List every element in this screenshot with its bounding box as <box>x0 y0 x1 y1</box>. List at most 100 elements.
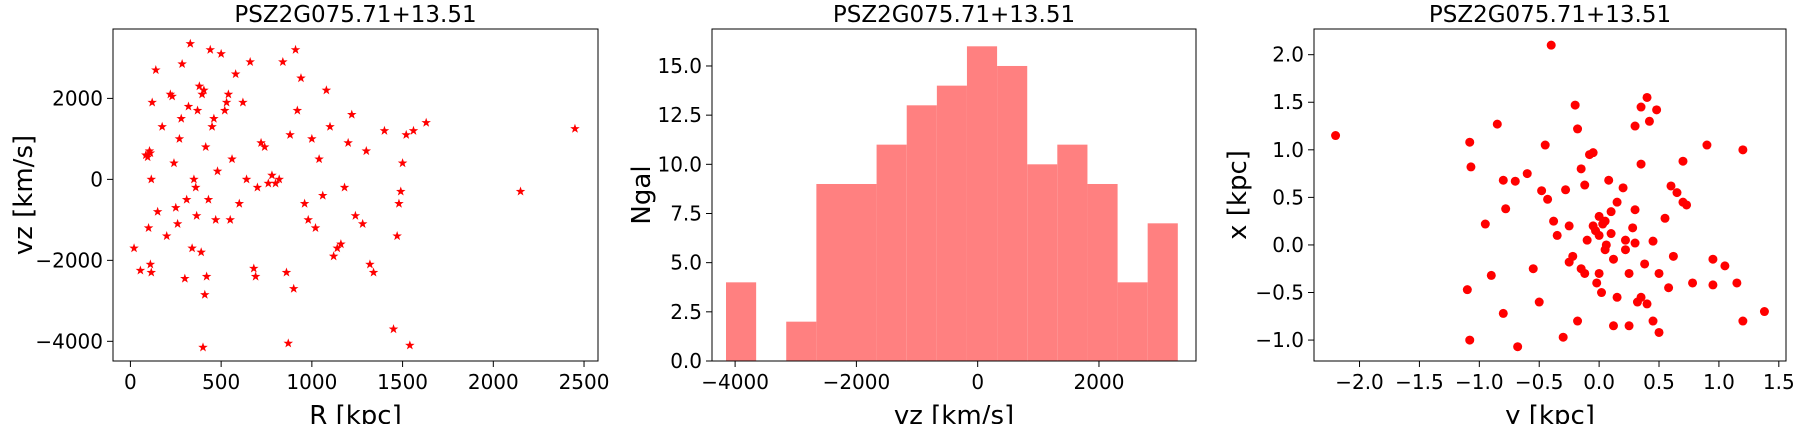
star-point <box>256 137 266 147</box>
star-point <box>176 113 186 123</box>
point <box>1492 119 1502 129</box>
point <box>1708 280 1718 290</box>
star-point <box>249 263 259 273</box>
point <box>1510 176 1520 186</box>
point <box>1636 102 1646 112</box>
star-point <box>190 182 201 192</box>
point <box>1668 251 1678 261</box>
star-point <box>250 271 261 281</box>
star-point <box>187 243 197 253</box>
axes-frame <box>1313 28 1787 362</box>
star-point <box>225 214 235 224</box>
star-point <box>357 218 368 228</box>
point <box>1580 268 1590 278</box>
x-tick-label: −0.5 <box>1515 370 1564 394</box>
star-point <box>350 210 361 220</box>
x-tick-label: 0.5 <box>1643 370 1675 394</box>
x-tick-label: 0 <box>971 370 984 394</box>
star-point <box>129 243 139 253</box>
point <box>1528 264 1538 274</box>
bar <box>846 183 877 361</box>
point <box>1546 40 1556 50</box>
star-point <box>185 38 196 48</box>
star-point <box>172 218 183 228</box>
star-point <box>397 158 408 168</box>
star-point <box>147 97 157 107</box>
point <box>1648 316 1658 326</box>
x-tick-label: 0.0 <box>1583 370 1615 394</box>
y-tick-label: 5.0 <box>670 251 702 275</box>
star-point <box>144 146 155 156</box>
axes-frame <box>112 28 599 362</box>
star-point <box>290 44 301 54</box>
point <box>1640 259 1650 269</box>
point <box>1573 316 1583 326</box>
star-point <box>191 210 202 220</box>
y-tick-label: 0.0 <box>1272 233 1304 257</box>
bar <box>1087 183 1118 361</box>
point <box>1465 335 1475 345</box>
chart-title: PSZ2G075.71+13.51 <box>1429 2 1671 28</box>
point <box>1608 321 1618 331</box>
x-tick-label: −2.0 <box>1335 370 1384 394</box>
y-tick-label: 0.5 <box>1272 185 1304 209</box>
star-point <box>263 178 274 188</box>
star-point <box>181 194 192 204</box>
y-tick-label: 1.0 <box>1272 138 1304 162</box>
point <box>1702 140 1712 150</box>
point <box>1576 164 1586 174</box>
star-point <box>151 65 161 75</box>
bar <box>1117 282 1148 361</box>
point <box>1570 100 1580 110</box>
chart-title: PSZ2G075.71+13.51 <box>833 2 1075 28</box>
star-point <box>234 198 245 208</box>
point <box>1708 254 1718 264</box>
point <box>1501 204 1511 214</box>
star-point <box>230 69 241 79</box>
point <box>1543 194 1553 204</box>
star-point <box>227 154 237 164</box>
star-point <box>314 154 324 164</box>
point <box>1630 238 1640 248</box>
point <box>1644 116 1654 126</box>
point <box>1534 297 1544 307</box>
x-tick-label: 2000 <box>468 370 519 394</box>
y-tick-label: 2.5 <box>670 300 702 324</box>
point <box>1618 183 1628 193</box>
point <box>1620 235 1630 245</box>
y-tick-label: 1.5 <box>1272 90 1304 114</box>
star-point <box>192 105 203 115</box>
point <box>1654 268 1664 278</box>
star-point <box>388 324 399 334</box>
star-point <box>408 125 419 135</box>
star-point <box>241 174 252 184</box>
star-point <box>200 141 211 152</box>
y-axis-label: x [kpc] <box>1223 150 1253 240</box>
bar <box>1147 223 1178 361</box>
point <box>1600 216 1610 226</box>
point <box>1636 292 1646 302</box>
star-point <box>200 289 210 299</box>
star-point <box>189 174 199 184</box>
star-point <box>145 259 156 269</box>
point <box>1594 211 1604 221</box>
star-point <box>392 231 402 241</box>
star-point <box>570 123 580 133</box>
star-point <box>343 137 353 147</box>
point <box>1660 213 1670 223</box>
star-point <box>336 239 346 249</box>
y-tick-label: 2.0 <box>1272 43 1304 67</box>
star-point <box>167 91 177 101</box>
star-point <box>274 174 284 184</box>
x-tick-label: −1.5 <box>1395 370 1444 394</box>
star-point <box>198 342 208 352</box>
star-point <box>135 265 146 275</box>
x-tick-label: 2000 <box>1074 370 1125 394</box>
x-tick-label: 1.5 <box>1763 370 1795 394</box>
chart-title: PSZ2G075.71+13.51 <box>234 2 476 28</box>
point <box>1564 221 1574 231</box>
point <box>1594 268 1604 278</box>
star-point <box>221 97 232 107</box>
star-point <box>394 198 404 208</box>
